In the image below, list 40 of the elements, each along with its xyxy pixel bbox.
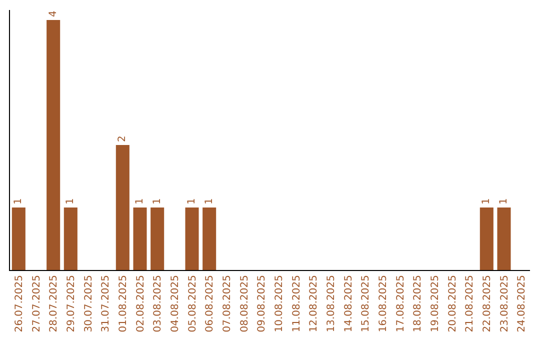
x-tick-label: 05.08.2025 bbox=[187, 275, 198, 332]
x-tick-label: 14.08.2025 bbox=[343, 275, 354, 332]
data-label: 1 bbox=[152, 198, 163, 204]
data-label: 1 bbox=[204, 198, 215, 204]
x-tick-label: 01.08.2025 bbox=[118, 275, 129, 332]
x-tick-label: 07.08.2025 bbox=[222, 275, 233, 332]
x-tick-label: 30.07.2025 bbox=[83, 275, 94, 332]
x-tick-label: 03.08.2025 bbox=[152, 275, 164, 332]
data-label: 1 bbox=[481, 198, 492, 204]
data-label: 1 bbox=[134, 198, 146, 204]
x-tick-label: 20.08.2025 bbox=[447, 275, 458, 332]
x-tick-label: 11.08.2025 bbox=[291, 275, 302, 332]
x-tick-label: 10.08.2025 bbox=[274, 275, 285, 332]
x-tick-label: 15.08.2025 bbox=[360, 275, 372, 332]
x-tick-label: 02.08.2025 bbox=[135, 275, 146, 332]
x-tick-label: 23.08.2025 bbox=[499, 275, 510, 332]
x-tick-label: 06.08.2025 bbox=[204, 275, 216, 332]
data-label: 1 bbox=[186, 198, 198, 204]
x-tick-label: 26.07.2025 bbox=[14, 275, 25, 332]
x-tick-label: 24.08.2025 bbox=[516, 275, 528, 332]
x-tick-label: 16.08.2025 bbox=[378, 275, 389, 332]
data-label: 1 bbox=[65, 198, 76, 204]
data-label: 2 bbox=[117, 136, 128, 142]
x-tick-label: 13.08.2025 bbox=[326, 275, 337, 332]
x-tick-label: 27.07.2025 bbox=[31, 275, 42, 332]
x-tick-label: 19.08.2025 bbox=[430, 275, 441, 332]
x-tick-label: 18.08.2025 bbox=[412, 275, 424, 332]
x-tick-label: 21.08.2025 bbox=[464, 275, 476, 332]
x-tick-label: 17.08.2025 bbox=[395, 275, 406, 332]
x-tick-label: 28.07.2025 bbox=[48, 275, 60, 332]
x-tick-label: 09.08.2025 bbox=[256, 275, 268, 332]
data-label: 1 bbox=[498, 198, 510, 204]
x-tick-label: 31.07.2025 bbox=[100, 275, 112, 332]
x-tick-label: 29.07.2025 bbox=[66, 275, 77, 332]
x-tick-label: 04.08.2025 bbox=[170, 275, 181, 332]
x-tick-label: 22.08.2025 bbox=[482, 275, 493, 332]
data-label: 4 bbox=[48, 10, 59, 17]
x-tick-label: 08.08.2025 bbox=[239, 275, 250, 332]
data-label: 1 bbox=[13, 198, 24, 204]
x-tick-label: 12.08.2025 bbox=[308, 275, 320, 332]
